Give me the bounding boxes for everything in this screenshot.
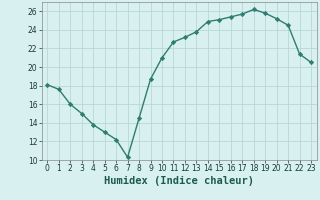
X-axis label: Humidex (Indice chaleur): Humidex (Indice chaleur) [104, 176, 254, 186]
